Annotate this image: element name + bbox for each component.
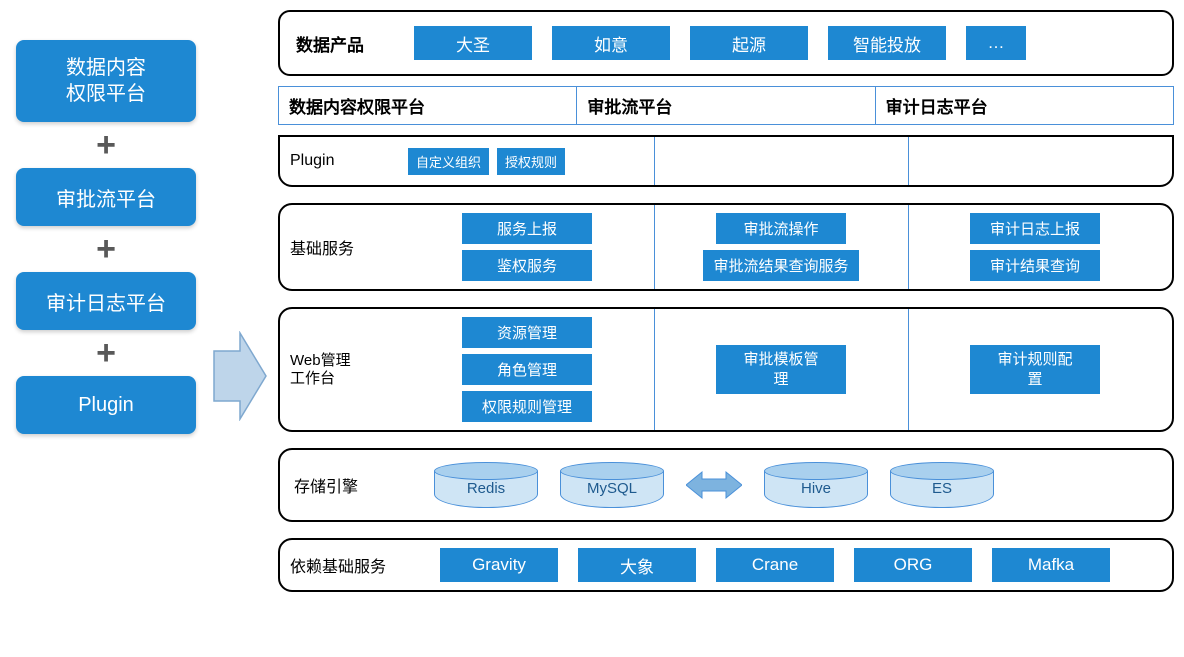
svc-box: 资源管理 [462,317,592,348]
double-arrow-icon [686,470,742,500]
flow-arrow [210,160,270,592]
svc-box: 角色管理 [462,354,592,385]
plus-icon: + [96,232,116,266]
product-box: 智能投放 [828,26,946,60]
svc-box: 权限规则管理 [462,391,592,422]
svc-box: 审批模板管 理 [716,345,846,394]
row-plugin: Plugin 自定义组织 授权规则 [278,135,1174,187]
row-base: 基础服务 服务上报 鉴权服务 审批流操作 审批流结果查询服务 审计日志上报 审计… [278,203,1174,291]
row-deps: 依赖基础服务 Gravity 大象 Crane ORG Mafka [278,538,1174,592]
col-header: 数据内容权限平台 [278,86,577,125]
column-headers: 数据内容权限平台 审批流平台 审计日志平台 [278,86,1174,125]
data-products-label: 数据产品 [296,31,414,56]
svc-box: 审批流结果查询服务 [703,250,858,281]
svc-box: 审计日志上报 [970,213,1100,244]
product-box: 如意 [552,26,670,60]
col-header: 审批流平台 [577,86,875,125]
dep-box: ORG [854,548,972,582]
cylinder-icon: ES [890,462,994,508]
dep-box: Gravity [440,548,558,582]
plus-icon: + [96,336,116,370]
dep-box: Mafka [992,548,1110,582]
row-web: Web管理 工作台 资源管理 角色管理 权限规则管理 审批模板管 理 审计规则配… [278,307,1174,432]
product-box: 起源 [690,26,808,60]
left-block-4: Plugin [16,376,196,434]
dep-box: 大象 [578,548,696,582]
row-label: Web管理 工作台 [290,317,400,422]
svc-box: 自定义组织 [408,148,489,175]
left-block-2: 审批流平台 [16,168,196,226]
cylinder-icon: Redis [434,462,538,508]
product-box: … [966,26,1026,60]
row-storage: 存储引擎 Redis MySQL Hive ES [278,448,1174,522]
cylinder-icon: Hive [764,462,868,508]
cylinder-icon: MySQL [560,462,664,508]
svc-box: 审计规则配 置 [970,345,1100,394]
svc-box: 服务上报 [462,213,592,244]
svc-box: 审批流操作 [716,213,846,244]
row-label: 依赖基础服务 [290,548,430,582]
svc-box: 授权规则 [497,148,565,175]
product-box: 大圣 [414,26,532,60]
row-label: 存储引擎 [294,462,404,508]
plus-icon: + [96,128,116,162]
data-products-panel: 数据产品 大圣 如意 起源 智能投放 … [278,10,1174,76]
left-stack: 数据内容 权限平台 + 审批流平台 + 审计日志平台 + Plugin [10,10,202,592]
svc-box: 鉴权服务 [462,250,592,281]
col-header: 审计日志平台 [876,86,1174,125]
left-block-1: 数据内容 权限平台 [16,40,196,122]
row-label: Plugin [290,145,400,177]
row-label: 基础服务 [290,213,400,281]
dep-box: Crane [716,548,834,582]
svc-box: 审计结果查询 [970,250,1100,281]
left-block-3: 审计日志平台 [16,272,196,330]
